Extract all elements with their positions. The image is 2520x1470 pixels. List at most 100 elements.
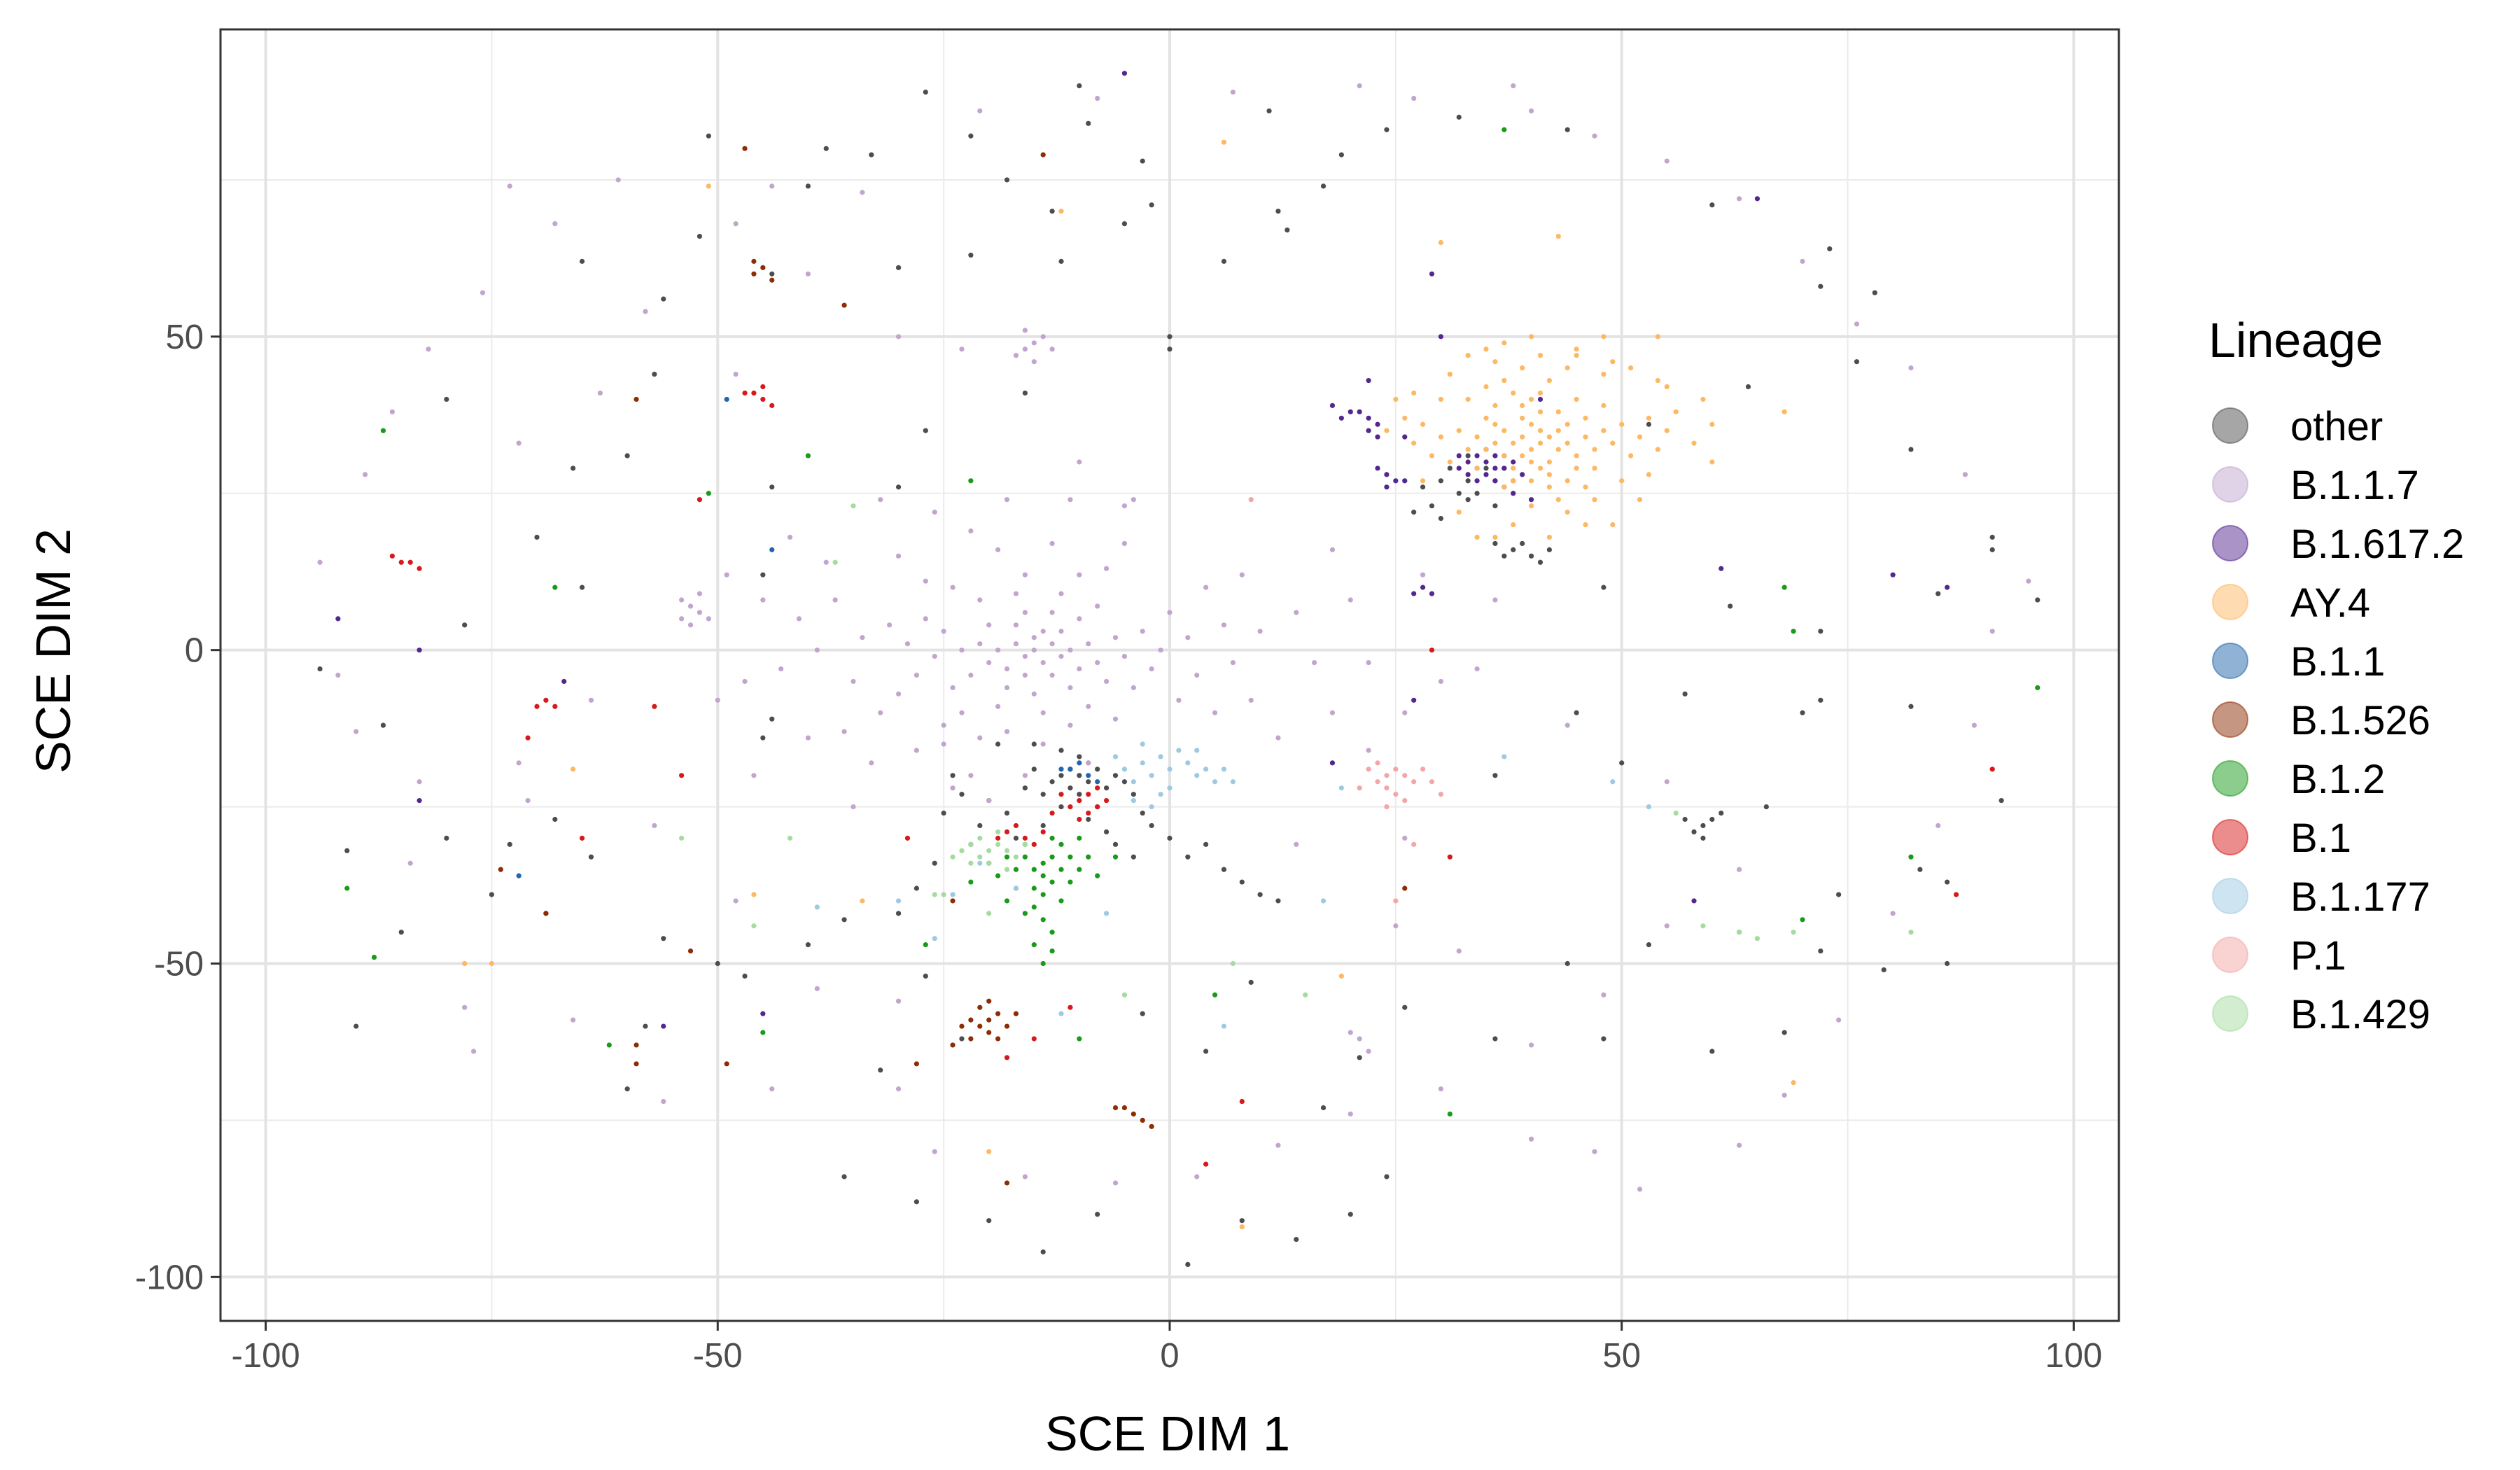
data-point [1294, 610, 1299, 615]
data-point [1068, 1004, 1073, 1010]
data-point [968, 1017, 974, 1023]
data-point [1438, 792, 1444, 797]
data-point [1465, 396, 1471, 402]
legend-item: B.1.2 [2212, 757, 2385, 802]
data-point [1528, 497, 1534, 503]
data-point [1546, 459, 1552, 465]
data-point [1511, 491, 1516, 496]
data-point [850, 804, 856, 810]
data-point [1312, 659, 1317, 666]
data-point [850, 678, 856, 685]
legend-label: P.1 [2290, 933, 2346, 979]
data-point [1130, 792, 1136, 797]
data-point [1411, 95, 1417, 102]
data-point [1357, 1055, 1362, 1060]
data-point [1239, 572, 1245, 578]
data-point [1077, 572, 1082, 578]
data-point [1248, 497, 1254, 503]
legend-key [2212, 878, 2248, 914]
data-point [1574, 346, 1579, 352]
data-point [1167, 334, 1172, 340]
data-point [1068, 648, 1073, 653]
data-point [1511, 390, 1516, 396]
data-point [1483, 459, 1489, 465]
data-point [841, 917, 847, 923]
data-point [977, 860, 983, 866]
data-point [941, 810, 946, 816]
data-point [932, 1149, 937, 1154]
data-point [1022, 841, 1028, 847]
data-point [1140, 158, 1145, 164]
data-point [1366, 428, 1371, 433]
data-point [1086, 792, 1091, 797]
data-point [1402, 415, 1408, 421]
data-point [1167, 346, 1172, 352]
data-point [634, 396, 639, 402]
data-point [1511, 522, 1516, 528]
data-point [968, 252, 974, 258]
data-point [1619, 760, 1625, 766]
legend-key [2212, 407, 2248, 444]
data-point [1601, 992, 1606, 997]
data-point [1411, 779, 1417, 785]
data-point [959, 648, 965, 653]
data-point [1140, 1117, 1145, 1123]
data-point [1104, 566, 1110, 571]
data-point [1465, 453, 1471, 458]
data-point [1275, 898, 1281, 904]
data-point [652, 704, 657, 709]
data-point [1121, 992, 1128, 997]
data-point [1429, 648, 1435, 653]
data-point [588, 697, 594, 703]
data-point [895, 484, 902, 490]
data-point [1022, 654, 1028, 659]
data-point [389, 409, 395, 414]
data-point [1646, 942, 1652, 948]
data-point [1718, 566, 1724, 571]
data-point [1022, 854, 1028, 860]
data-point [1384, 484, 1390, 490]
data-point [724, 572, 729, 578]
data-point [561, 678, 567, 685]
data-point [1095, 785, 1100, 791]
data-point [1049, 346, 1055, 352]
data-point [1420, 421, 1426, 427]
data-point [1393, 396, 1399, 402]
x-tick-label: 0 [1160, 1337, 1179, 1375]
data-point [1737, 1142, 1742, 1148]
data-point [1031, 340, 1037, 346]
data-point [534, 534, 540, 540]
data-point [1537, 440, 1544, 446]
data-point [1483, 384, 1489, 390]
data-point [1492, 597, 1498, 603]
data-point [760, 384, 766, 390]
data-point [1095, 766, 1100, 772]
data-point [1294, 1236, 1299, 1242]
data-point [1511, 440, 1516, 446]
data-point [1366, 377, 1371, 384]
data-point [1429, 453, 1435, 458]
data-point [778, 666, 784, 672]
data-point [1239, 879, 1245, 885]
data-point [1908, 930, 1914, 935]
x-tick-label: 50 [1602, 1337, 1641, 1375]
x-tick-label: -100 [232, 1337, 300, 1375]
data-point [1357, 785, 1362, 791]
data-point [1854, 321, 1860, 327]
data-point [950, 685, 955, 691]
data-point [1881, 967, 1886, 973]
legend-item: P.1 [2212, 933, 2346, 979]
data-point [643, 1023, 648, 1029]
data-point [1384, 785, 1390, 791]
data-point [1185, 760, 1191, 766]
data-point [687, 948, 694, 954]
data-point [1257, 892, 1263, 897]
data-point [1040, 860, 1046, 866]
data-point [1619, 421, 1625, 427]
data-point [986, 1218, 992, 1224]
data-point [1140, 1011, 1145, 1016]
data-point [1338, 415, 1344, 421]
data-point [1049, 835, 1055, 841]
data-point [1049, 540, 1055, 547]
data-point [1022, 346, 1028, 352]
